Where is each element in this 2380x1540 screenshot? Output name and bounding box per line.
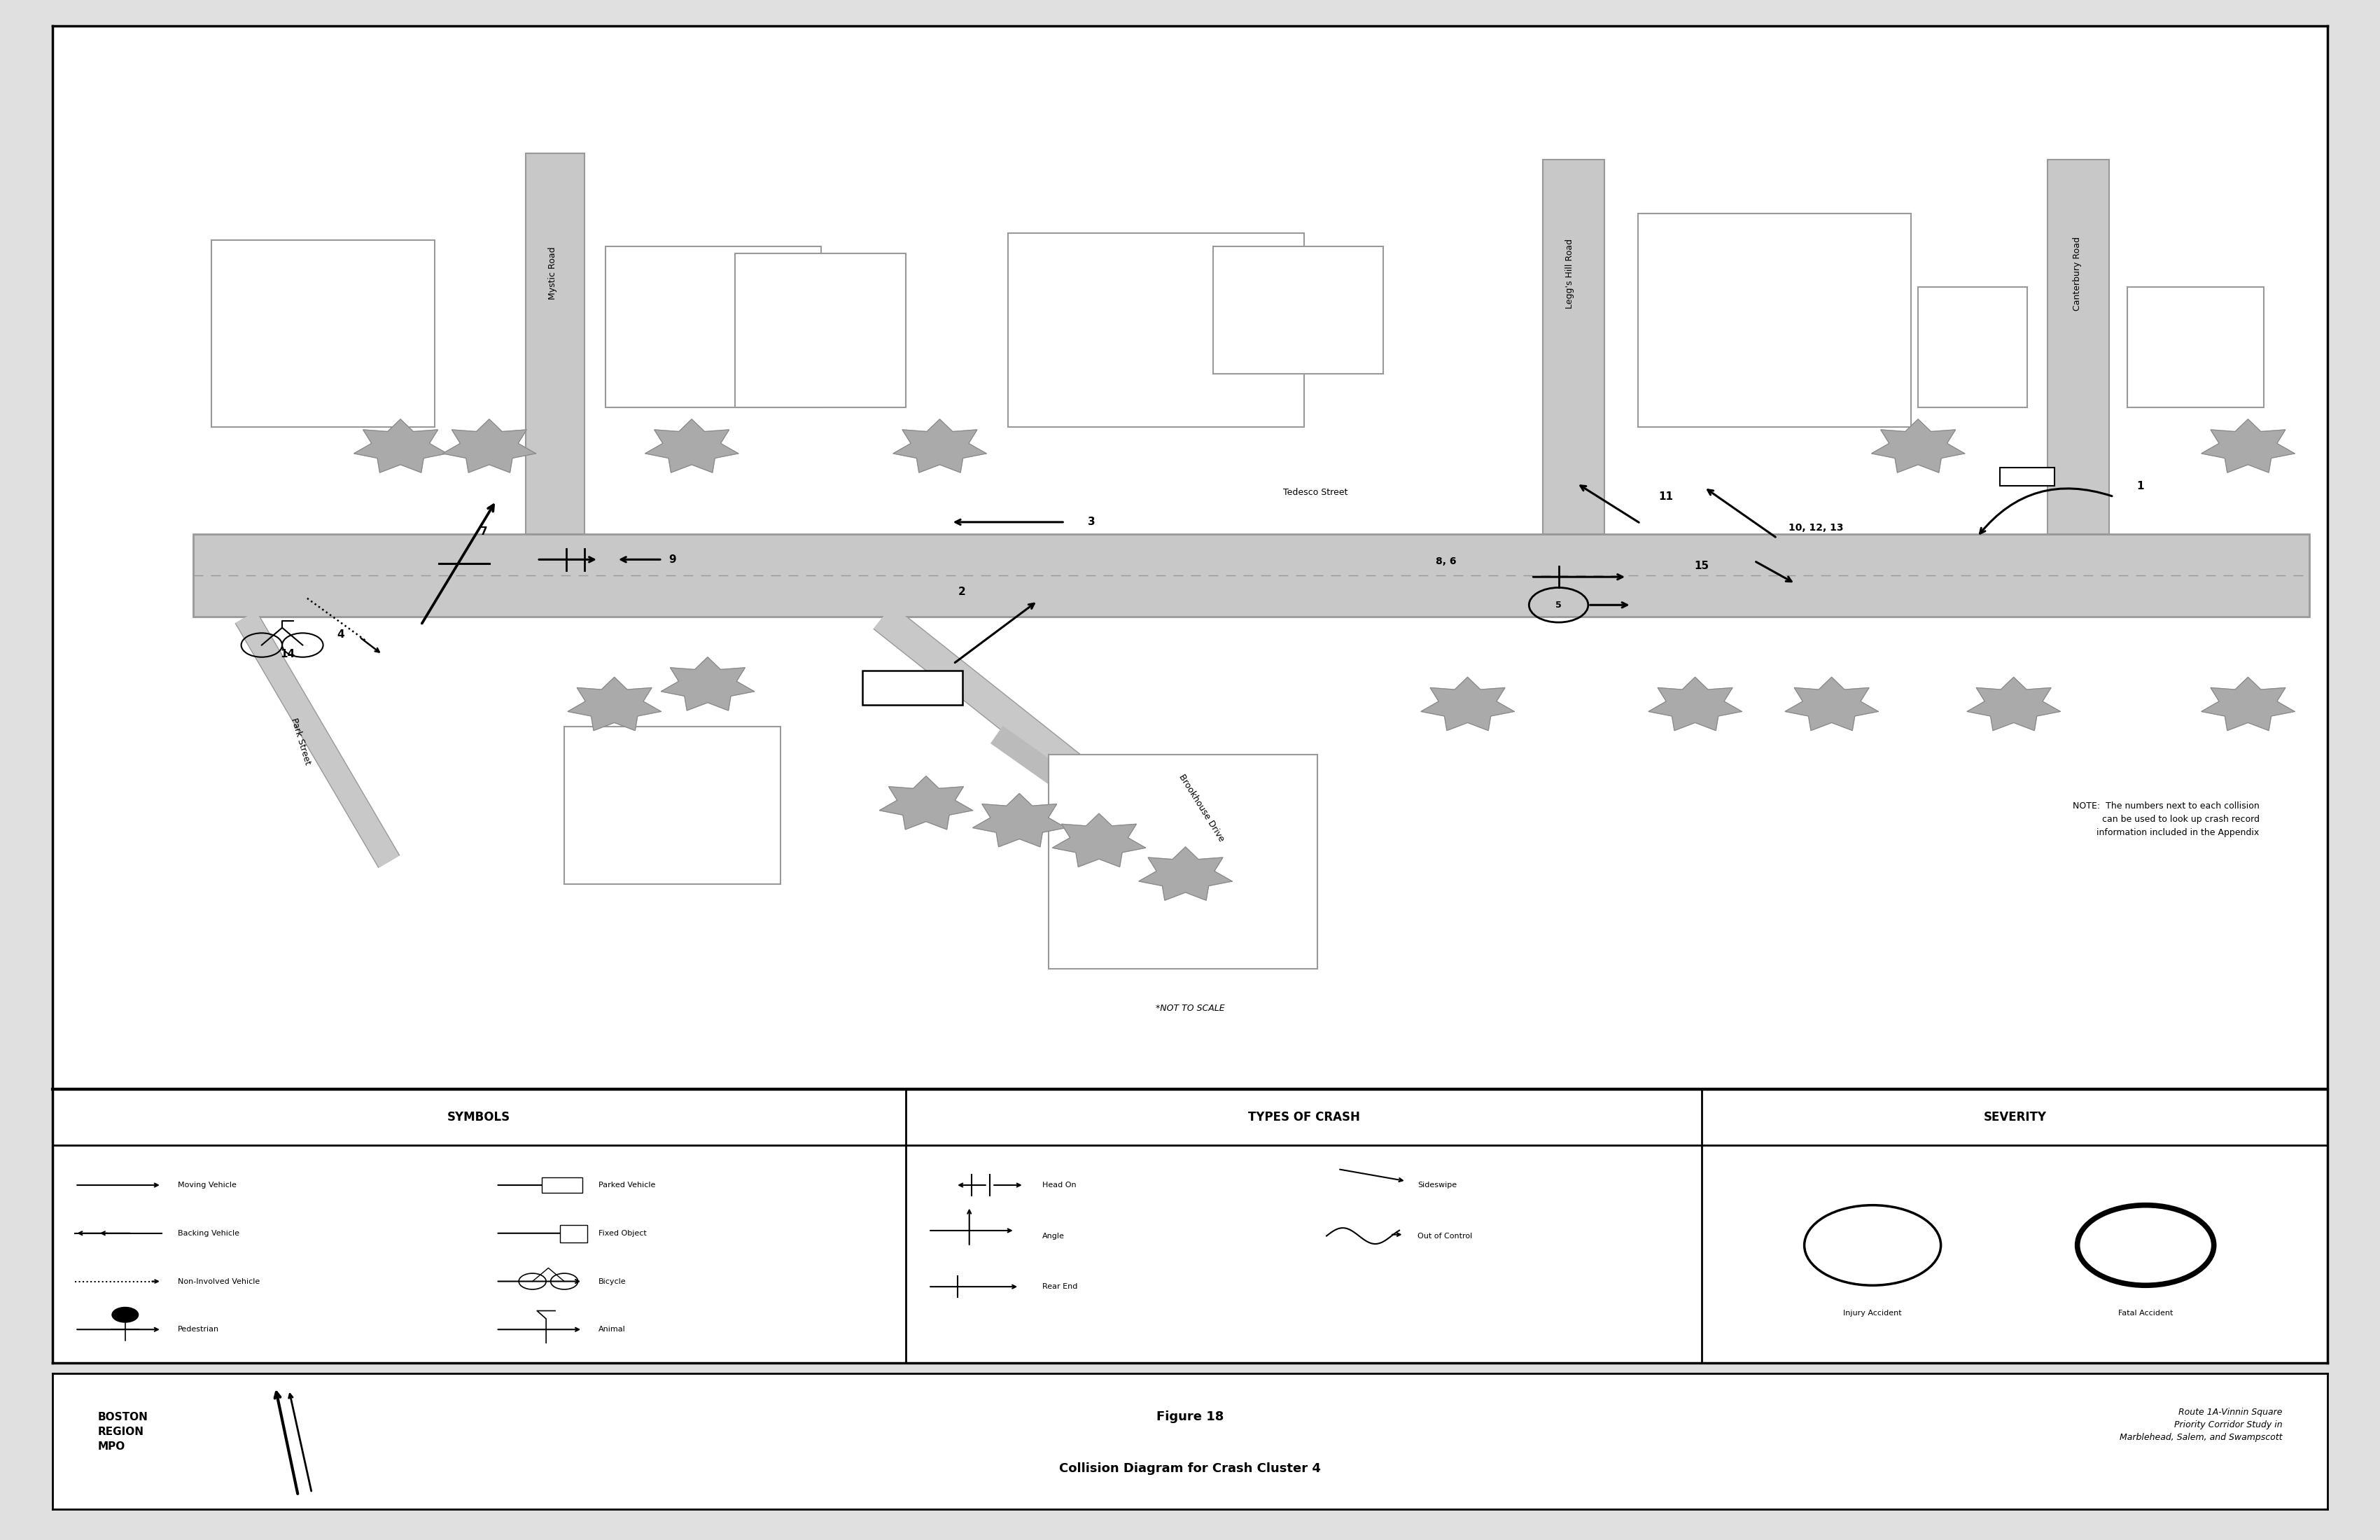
Polygon shape [881,776,973,830]
Bar [735,254,904,407]
Bar [1214,246,1383,374]
Text: Collision Diagram for Crash Cluster 4: Collision Diagram for Crash Cluster 4 [1059,1463,1321,1475]
Bar [605,246,821,407]
Text: *NOT TO SCALE: *NOT TO SCALE [1154,1004,1226,1013]
Text: 10, 12, 13: 10, 12, 13 [1787,522,1844,533]
Text: Legg's Hill Road: Legg's Hill Road [1566,239,1576,308]
Text: TYPES OF CRASH: TYPES OF CRASH [1247,1110,1359,1123]
Polygon shape [1649,678,1742,730]
Bar [1999,467,2054,487]
Text: 3: 3 [1088,517,1095,527]
Bar [1050,755,1319,969]
Bar [559,1226,588,1243]
Text: 7: 7 [481,527,488,537]
Text: Angle: Angle [1042,1232,1064,1240]
Polygon shape [1966,678,2061,730]
Text: Head On: Head On [1042,1181,1076,1189]
Polygon shape [443,419,536,473]
Bar [543,1177,583,1194]
Text: Animal: Animal [597,1326,626,1334]
Polygon shape [1421,678,1514,730]
Polygon shape [892,419,985,473]
Polygon shape [1785,678,1878,730]
Polygon shape [569,678,662,730]
Text: NOTE:  The numbers next to each collision
can be used to look up crash record
in: NOTE: The numbers next to each collision… [2073,801,2259,838]
Text: Fixed Object: Fixed Object [597,1230,647,1237]
Text: 4: 4 [338,630,345,639]
Bar [526,152,585,534]
Bar [862,670,962,705]
Text: Canterbury Road: Canterbury Road [2073,236,2082,311]
Bar [1542,160,1604,534]
Text: 9: 9 [669,554,676,565]
Text: 8, 6: 8, 6 [1435,556,1457,567]
Text: 5: 5 [1557,601,1561,610]
Polygon shape [662,658,754,710]
Text: Bicycle: Bicycle [597,1278,626,1284]
Text: Mystic Road: Mystic Road [547,246,557,300]
Text: SEVERITY: SEVERITY [1983,1110,2047,1123]
Circle shape [112,1307,138,1323]
Text: BOSTON
REGION
MPO: BOSTON REGION MPO [98,1412,148,1452]
Text: Backing Vehicle: Backing Vehicle [178,1230,238,1237]
Polygon shape [973,793,1066,847]
Text: Fatal Accident: Fatal Accident [2118,1309,2173,1317]
Bar [1918,286,2028,407]
Text: 1: 1 [2137,480,2144,491]
Text: Rear End: Rear End [1042,1283,1078,1291]
Text: SYMBOLS: SYMBOLS [447,1110,512,1123]
Text: Non-Involved Vehicle: Non-Involved Vehicle [178,1278,259,1284]
Text: Park Street: Park Street [288,716,312,765]
Bar [212,240,436,427]
Polygon shape [2202,678,2294,730]
Text: Injury Accident: Injury Accident [1844,1309,1902,1317]
Polygon shape [1140,847,1233,901]
Text: Out of Control: Out of Control [1418,1232,1473,1240]
Text: 14: 14 [281,650,295,659]
Bar [1009,234,1304,427]
Text: Brookhouse Drive: Brookhouse Drive [1178,773,1226,844]
Polygon shape [1871,419,1963,473]
Text: Pedestrian: Pedestrian [178,1326,219,1334]
Bar [2047,160,2109,534]
Polygon shape [645,419,738,473]
Bar [1637,214,1911,427]
Bar [2128,286,2263,407]
Text: 15: 15 [1695,561,1709,571]
Polygon shape [2202,419,2294,473]
Polygon shape [1052,813,1145,867]
Bar [193,534,2309,618]
Text: Sideswipe: Sideswipe [1418,1181,1457,1189]
Text: Route 1A-Vinnin Square
Priority Corridor Study in
Marblehead, Salem, and Swampsc: Route 1A-Vinnin Square Priority Corridor… [2118,1408,2282,1441]
Text: Moving Vehicle: Moving Vehicle [178,1181,236,1189]
Polygon shape [355,419,447,473]
Text: Figure 18: Figure 18 [1157,1411,1223,1423]
Text: 2: 2 [957,587,966,598]
Text: Parked Vehicle: Parked Vehicle [597,1181,654,1189]
Text: 11: 11 [1659,491,1673,502]
Text: Tedesco Street: Tedesco Street [1283,488,1347,497]
Bar [564,727,781,884]
